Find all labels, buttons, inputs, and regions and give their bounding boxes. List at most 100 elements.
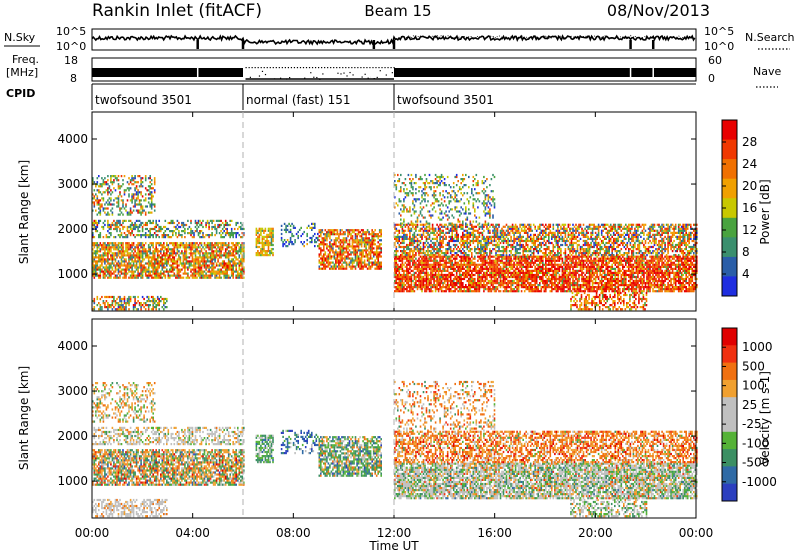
power-cell — [400, 290, 402, 293]
power-cell — [344, 255, 346, 258]
power-cell — [327, 265, 330, 268]
power-cell — [463, 286, 466, 289]
power-cell — [540, 255, 543, 258]
power-cell — [149, 197, 151, 200]
power-cell — [336, 251, 339, 254]
power-cell — [113, 258, 115, 261]
power-cell — [360, 249, 363, 252]
power-cell — [357, 259, 360, 262]
power-cell — [572, 279, 574, 283]
power-cell — [241, 272, 244, 275]
power-cell — [478, 279, 481, 283]
power-cell — [122, 236, 124, 239]
power-cell — [111, 256, 114, 259]
power-cell — [235, 252, 237, 255]
power-cell — [191, 232, 194, 235]
power-cell — [199, 272, 201, 275]
power-cell — [495, 273, 497, 277]
cpid-segment-label: twofsound 3501 — [95, 93, 192, 107]
power-cell — [152, 227, 154, 231]
power-cell — [105, 268, 108, 271]
power-cell — [347, 243, 349, 246]
power-cell — [257, 237, 259, 240]
power-cell — [108, 274, 111, 277]
power-cell — [433, 273, 435, 277]
power-cell — [224, 264, 227, 267]
power-cell — [141, 304, 144, 307]
power-cell — [321, 241, 324, 244]
power-cell — [551, 263, 553, 266]
power-cell — [191, 264, 194, 267]
power-cell — [101, 306, 103, 309]
power-cell — [101, 248, 103, 251]
power-cell — [152, 246, 154, 249]
power-cell — [372, 255, 375, 258]
nave-dot — [364, 73, 366, 75]
power-cell — [135, 181, 138, 184]
power-cell — [111, 211, 114, 214]
power-cell — [120, 302, 123, 305]
power-cell — [120, 258, 123, 261]
power-cell — [439, 263, 441, 266]
power-cell — [196, 230, 198, 233]
power-cell — [120, 270, 123, 273]
power-cell — [403, 286, 405, 289]
power-cell — [501, 282, 503, 285]
power-cell — [451, 255, 453, 258]
power-cell — [241, 258, 244, 261]
power-cell — [394, 265, 396, 268]
freq-dot — [333, 67, 335, 69]
power-cell — [104, 219, 106, 222]
power-cell — [560, 277, 562, 281]
power-cell — [478, 269, 481, 272]
power-cell — [193, 234, 195, 237]
power-cell — [150, 266, 153, 269]
power-cell — [200, 250, 203, 253]
power-cell — [126, 252, 129, 255]
power-cell — [359, 249, 361, 252]
power-cell — [333, 229, 336, 232]
power-cell — [128, 193, 130, 196]
power-cell — [167, 272, 170, 275]
power-cell — [489, 261, 491, 264]
power-cell — [356, 261, 358, 264]
power-cell — [529, 273, 532, 277]
power-cell — [196, 248, 198, 251]
power-cell — [176, 258, 179, 261]
power-cell — [152, 276, 154, 279]
power-cell — [119, 230, 121, 233]
power-cell — [158, 272, 160, 275]
power-cell — [403, 263, 405, 266]
power-cell — [240, 262, 242, 265]
power-cell — [110, 256, 112, 259]
power-cell — [552, 288, 555, 291]
power-cell — [330, 267, 333, 270]
power-cell — [107, 223, 109, 227]
power-cell — [357, 255, 360, 258]
power-cell — [499, 279, 502, 283]
power-cell — [116, 244, 118, 247]
power-cell — [144, 268, 147, 271]
power-cell — [134, 270, 136, 273]
power-cell — [569, 257, 571, 260]
power-cell — [131, 258, 133, 261]
power-cell — [345, 257, 348, 260]
power-cell — [243, 256, 245, 259]
power-cell — [95, 244, 97, 247]
power-cell — [153, 227, 156, 231]
power-cell — [235, 262, 237, 265]
power-cell — [182, 254, 185, 257]
power-cell — [418, 275, 420, 279]
power-cell — [579, 290, 582, 293]
power-cell — [318, 267, 321, 270]
power-cell — [558, 275, 561, 279]
power-cell — [403, 290, 405, 293]
power-cell — [350, 235, 352, 238]
power-cell — [105, 270, 108, 273]
power-cell — [235, 270, 237, 273]
power-cell — [194, 246, 197, 249]
power-cell — [462, 282, 464, 285]
power-cell — [354, 233, 357, 236]
power-cell — [125, 272, 127, 275]
power-cell — [144, 252, 147, 255]
